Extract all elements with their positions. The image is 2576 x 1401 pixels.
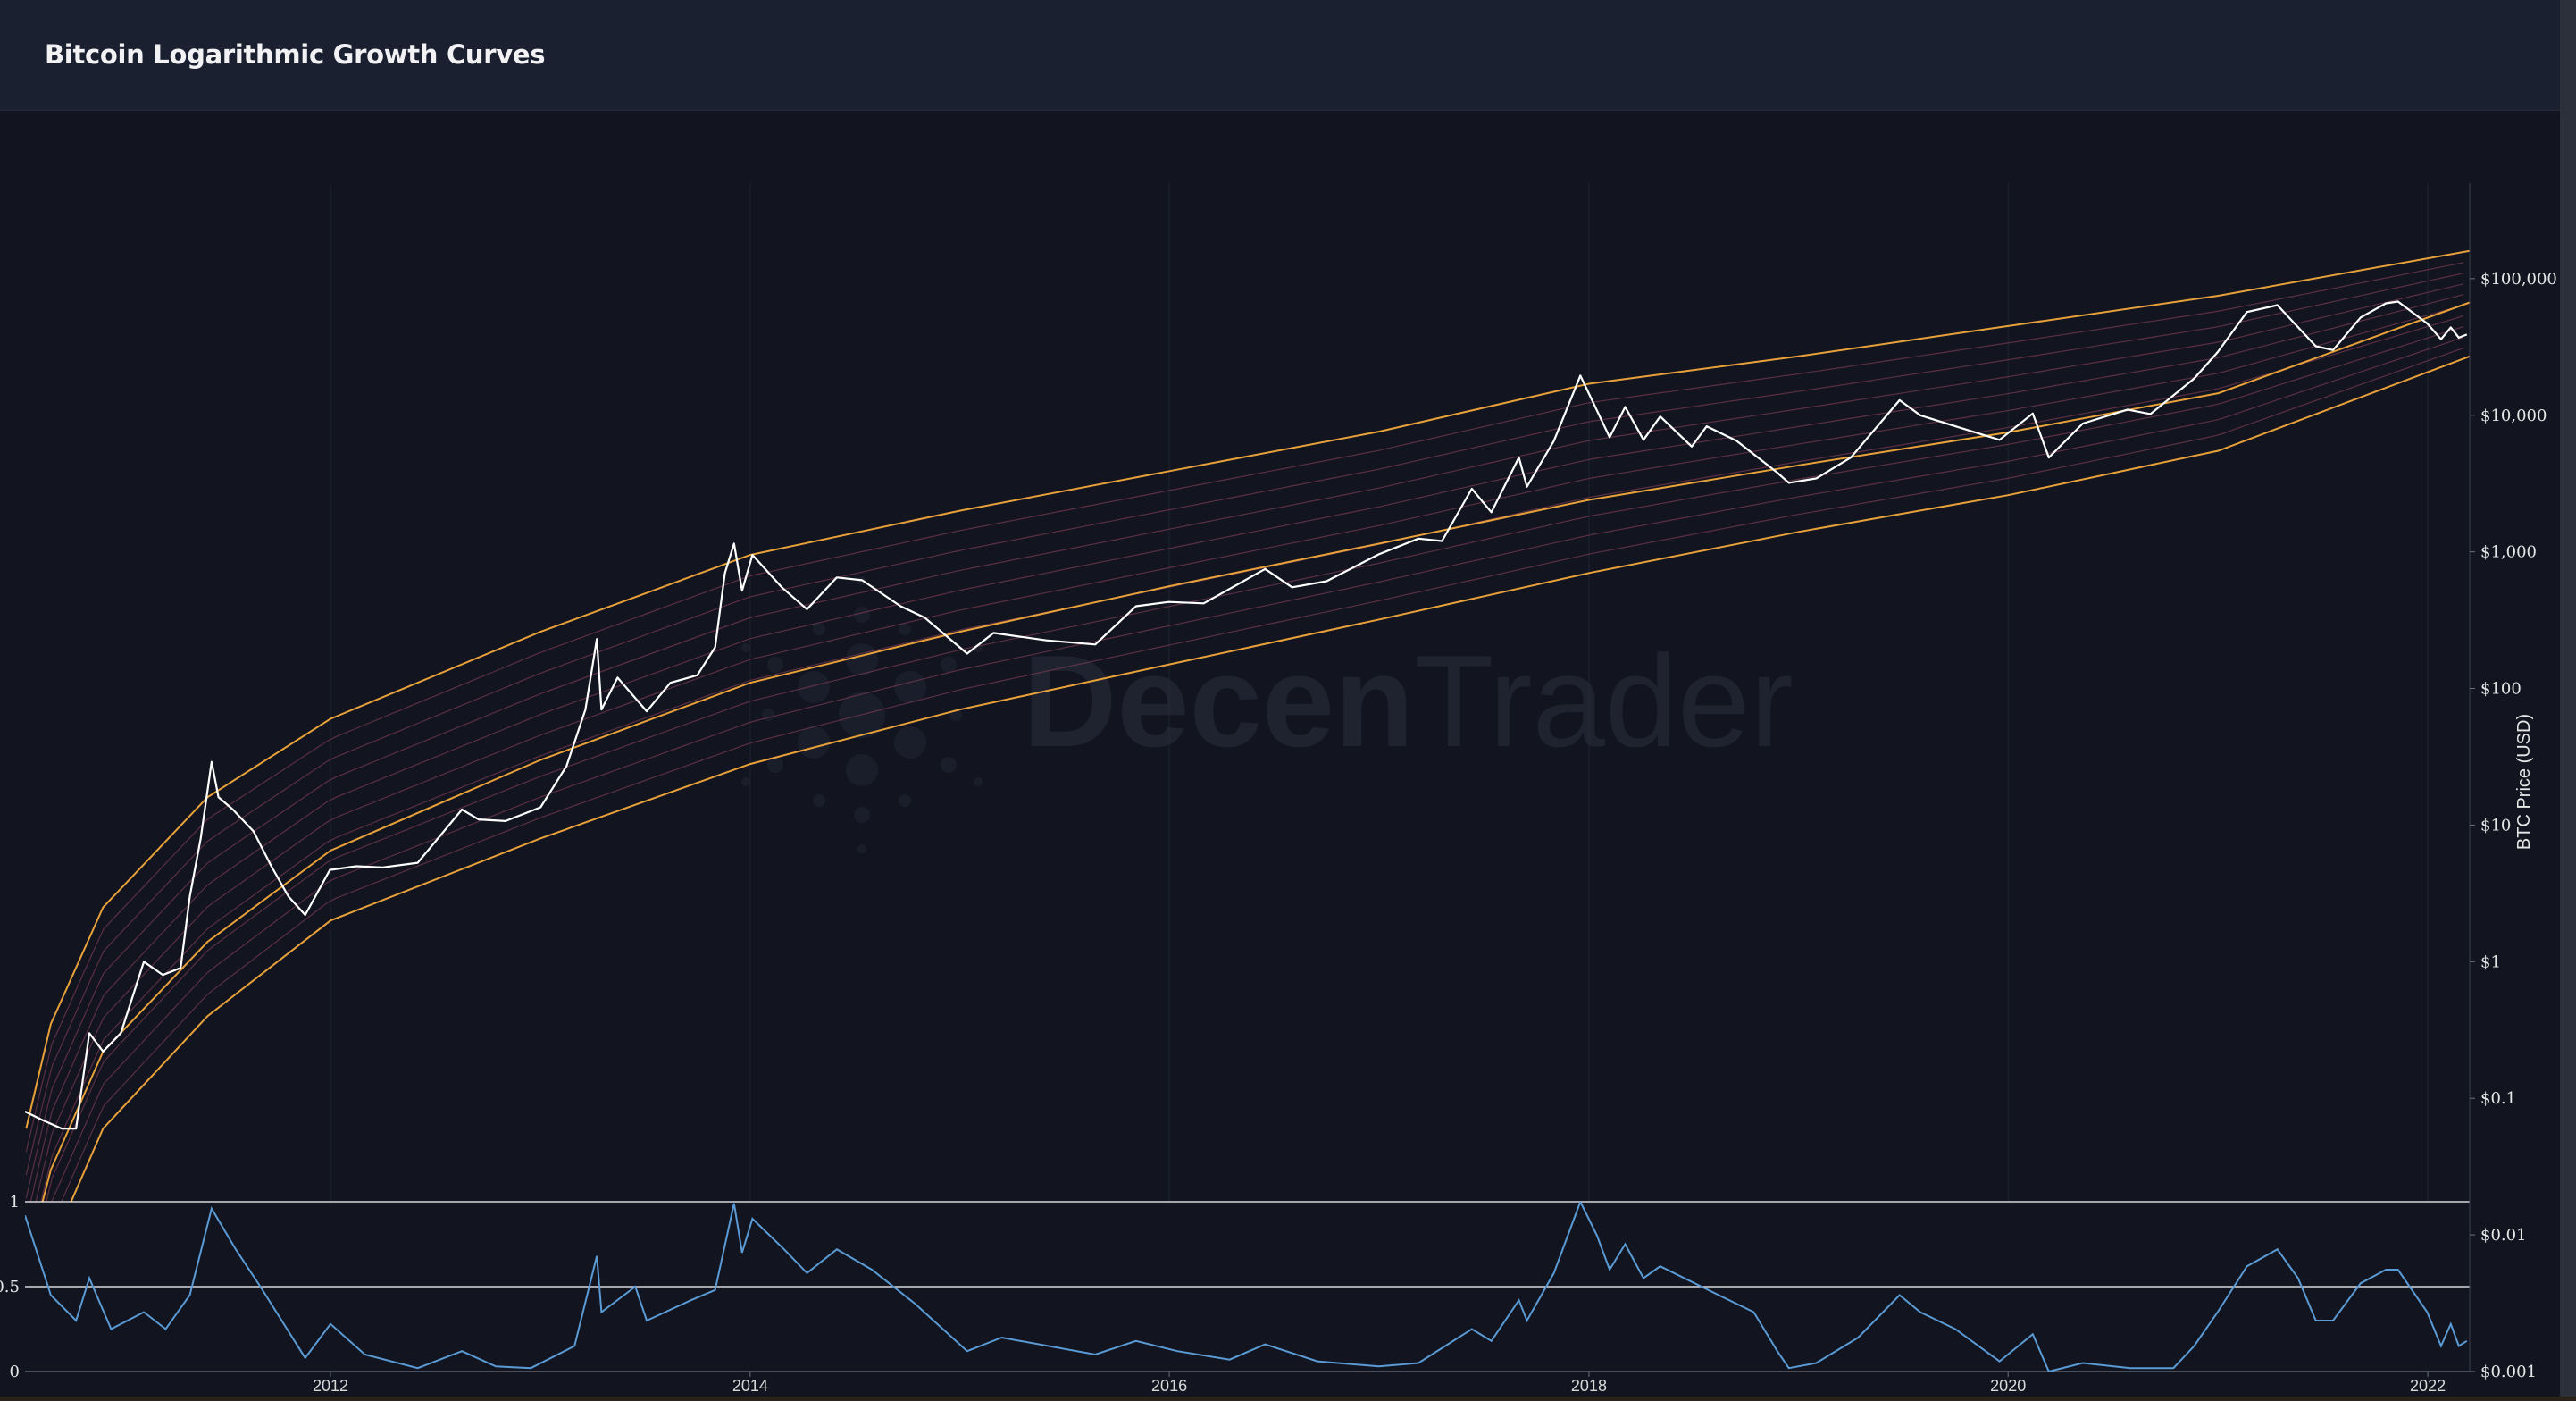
- y-axis-label: BTC Price (USD): [2514, 714, 2534, 850]
- oscillator-series: [25, 1202, 2468, 1372]
- y-tick-label: $10: [2480, 816, 2511, 835]
- x-tick-label: 2018: [1571, 1377, 1607, 1394]
- bottom-edge: [0, 1397, 2576, 1401]
- watermark-dot: [846, 754, 878, 786]
- watermark-dot: [741, 777, 750, 786]
- watermark-dot: [767, 757, 783, 773]
- watermark-dot: [767, 657, 783, 673]
- x-tick-label: 2016: [1151, 1377, 1187, 1394]
- decentrader-watermark: DecenTrader: [741, 576, 1794, 853]
- chart-header: Bitcoin Logarithmic Growth Curves: [0, 0, 2560, 111]
- watermark-dot: [854, 807, 870, 823]
- watermark-text-light: Trader: [1414, 628, 1794, 774]
- watermark-dot: [813, 794, 825, 807]
- y-tick-label: $100: [2480, 680, 2522, 699]
- band-inner-line: [25, 283, 2464, 1199]
- y-tick-label: $0.001: [2480, 1363, 2537, 1381]
- growth-bands: [25, 249, 2470, 1202]
- band-inner-line: [51, 337, 2464, 1202]
- band-inner-line: [61, 347, 2464, 1202]
- band-inner-line: [25, 273, 2464, 1176]
- band-upper-curve: [25, 249, 2470, 1129]
- watermark-dot: [894, 671, 926, 703]
- band-inner-line: [25, 262, 2464, 1153]
- y-tick-label: $0.1: [2480, 1089, 2516, 1108]
- page-title: Bitcoin Logarithmic Growth Curves: [45, 39, 546, 70]
- y-tick-label: $10,000: [2480, 407, 2547, 425]
- band-inner-line: [29, 294, 2464, 1202]
- watermark-dot: [741, 643, 750, 652]
- x-tick-label: 2022: [2410, 1377, 2446, 1394]
- watermark-dot: [894, 726, 926, 759]
- y-tick-label: $1: [2480, 952, 2501, 971]
- y-tick-label: $0.01: [2480, 1226, 2527, 1245]
- oscillator-tick-label: 0.5: [0, 1278, 20, 1296]
- watermark-dot: [941, 757, 957, 773]
- watermark-dot: [941, 657, 957, 673]
- band-inner-line: [35, 305, 2464, 1202]
- price-series: [25, 300, 2468, 1130]
- oscillator-line: [25, 1202, 2468, 1372]
- band-inner-line: [46, 326, 2464, 1202]
- watermark-dot: [798, 726, 830, 759]
- oscillator-tick-label: 1: [10, 1193, 20, 1212]
- watermark-dot: [813, 623, 825, 635]
- watermark-dot: [974, 777, 983, 786]
- watermark-dot: [899, 794, 911, 807]
- watermark-dot: [798, 671, 830, 703]
- band-middle-curve: [41, 301, 2470, 1202]
- x-tick-label: 2012: [313, 1377, 348, 1394]
- gridlines: [330, 183, 2429, 1372]
- oscillator-panel: [25, 1201, 2470, 1372]
- btc-price-line: [25, 300, 2468, 1130]
- x-tick-label: 2014: [732, 1377, 768, 1394]
- watermark-dot: [899, 623, 911, 635]
- watermark-dot: [854, 607, 870, 623]
- y-tick-label: $100,000: [2480, 270, 2557, 289]
- axes: $0.001 $0.01 $0.1 $1 $10 $100 $1,000 $10,000 $10…: [0, 183, 2557, 1394]
- oscillator-tick-label: 0: [10, 1363, 20, 1381]
- band-inner-line: [40, 315, 2464, 1202]
- x-tick-label: 2020: [1990, 1377, 2026, 1394]
- svg-text:DecenTrader: DecenTrader: [1023, 628, 1794, 774]
- watermark-dot: [857, 844, 866, 853]
- y-tick-label: $1,000: [2480, 543, 2537, 562]
- band-lower-curve: [70, 355, 2470, 1202]
- watermark-text-bold: Decen: [1023, 628, 1414, 774]
- scrollbar-track[interactable]: [2560, 0, 2576, 1401]
